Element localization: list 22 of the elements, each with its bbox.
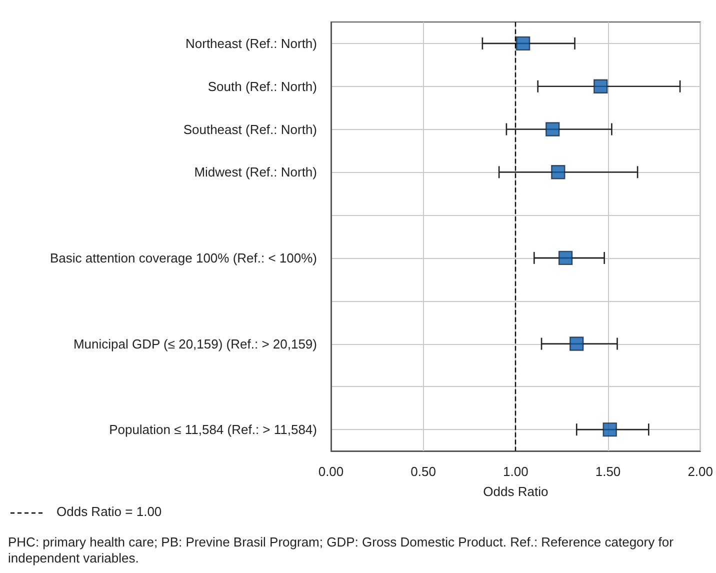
point (602, 422, 617, 437)
x-tick-label: 2.00 (688, 464, 714, 479)
x-tick-label: 0.00 (318, 464, 344, 479)
y-tick-label: Southeast (Ref.: North) (183, 122, 317, 137)
y-tick-label: Basic attention coverage 100% (Ref.: < 100%) (50, 250, 317, 266)
text: PHC: primary health care; PB: Previne Brasil Program; GDP: Gross Domestic Product. Ref.: Reference category for independent variables. (8, 534, 678, 566)
y-tick-label: Population ≤ 11,584 (Ref.: > 11,584) (109, 422, 317, 438)
y-tick-label: South (Ref.: North) (208, 78, 317, 94)
point (558, 250, 573, 266)
y-tick-label: Municipal GDP (≤ 20,159) (Ref.: > 20,159) (73, 336, 317, 352)
point (546, 122, 560, 136)
y-tick-label: Northeast (Ref.: North) (186, 36, 317, 51)
legend-label: Odds Ratio = 1.00 (56, 504, 162, 519)
x-tick-label: 1.00 (503, 464, 528, 479)
point (516, 36, 530, 51)
point (551, 165, 566, 180)
point (594, 79, 608, 94)
y-tick-label: Midwest (Ref.: North) (194, 164, 317, 180)
point (570, 336, 584, 351)
x-axis-title: Odds Ratio (483, 484, 548, 499)
x-tick-label: 0.50 (410, 464, 436, 479)
x-tick-label: 1.50 (595, 464, 621, 479)
